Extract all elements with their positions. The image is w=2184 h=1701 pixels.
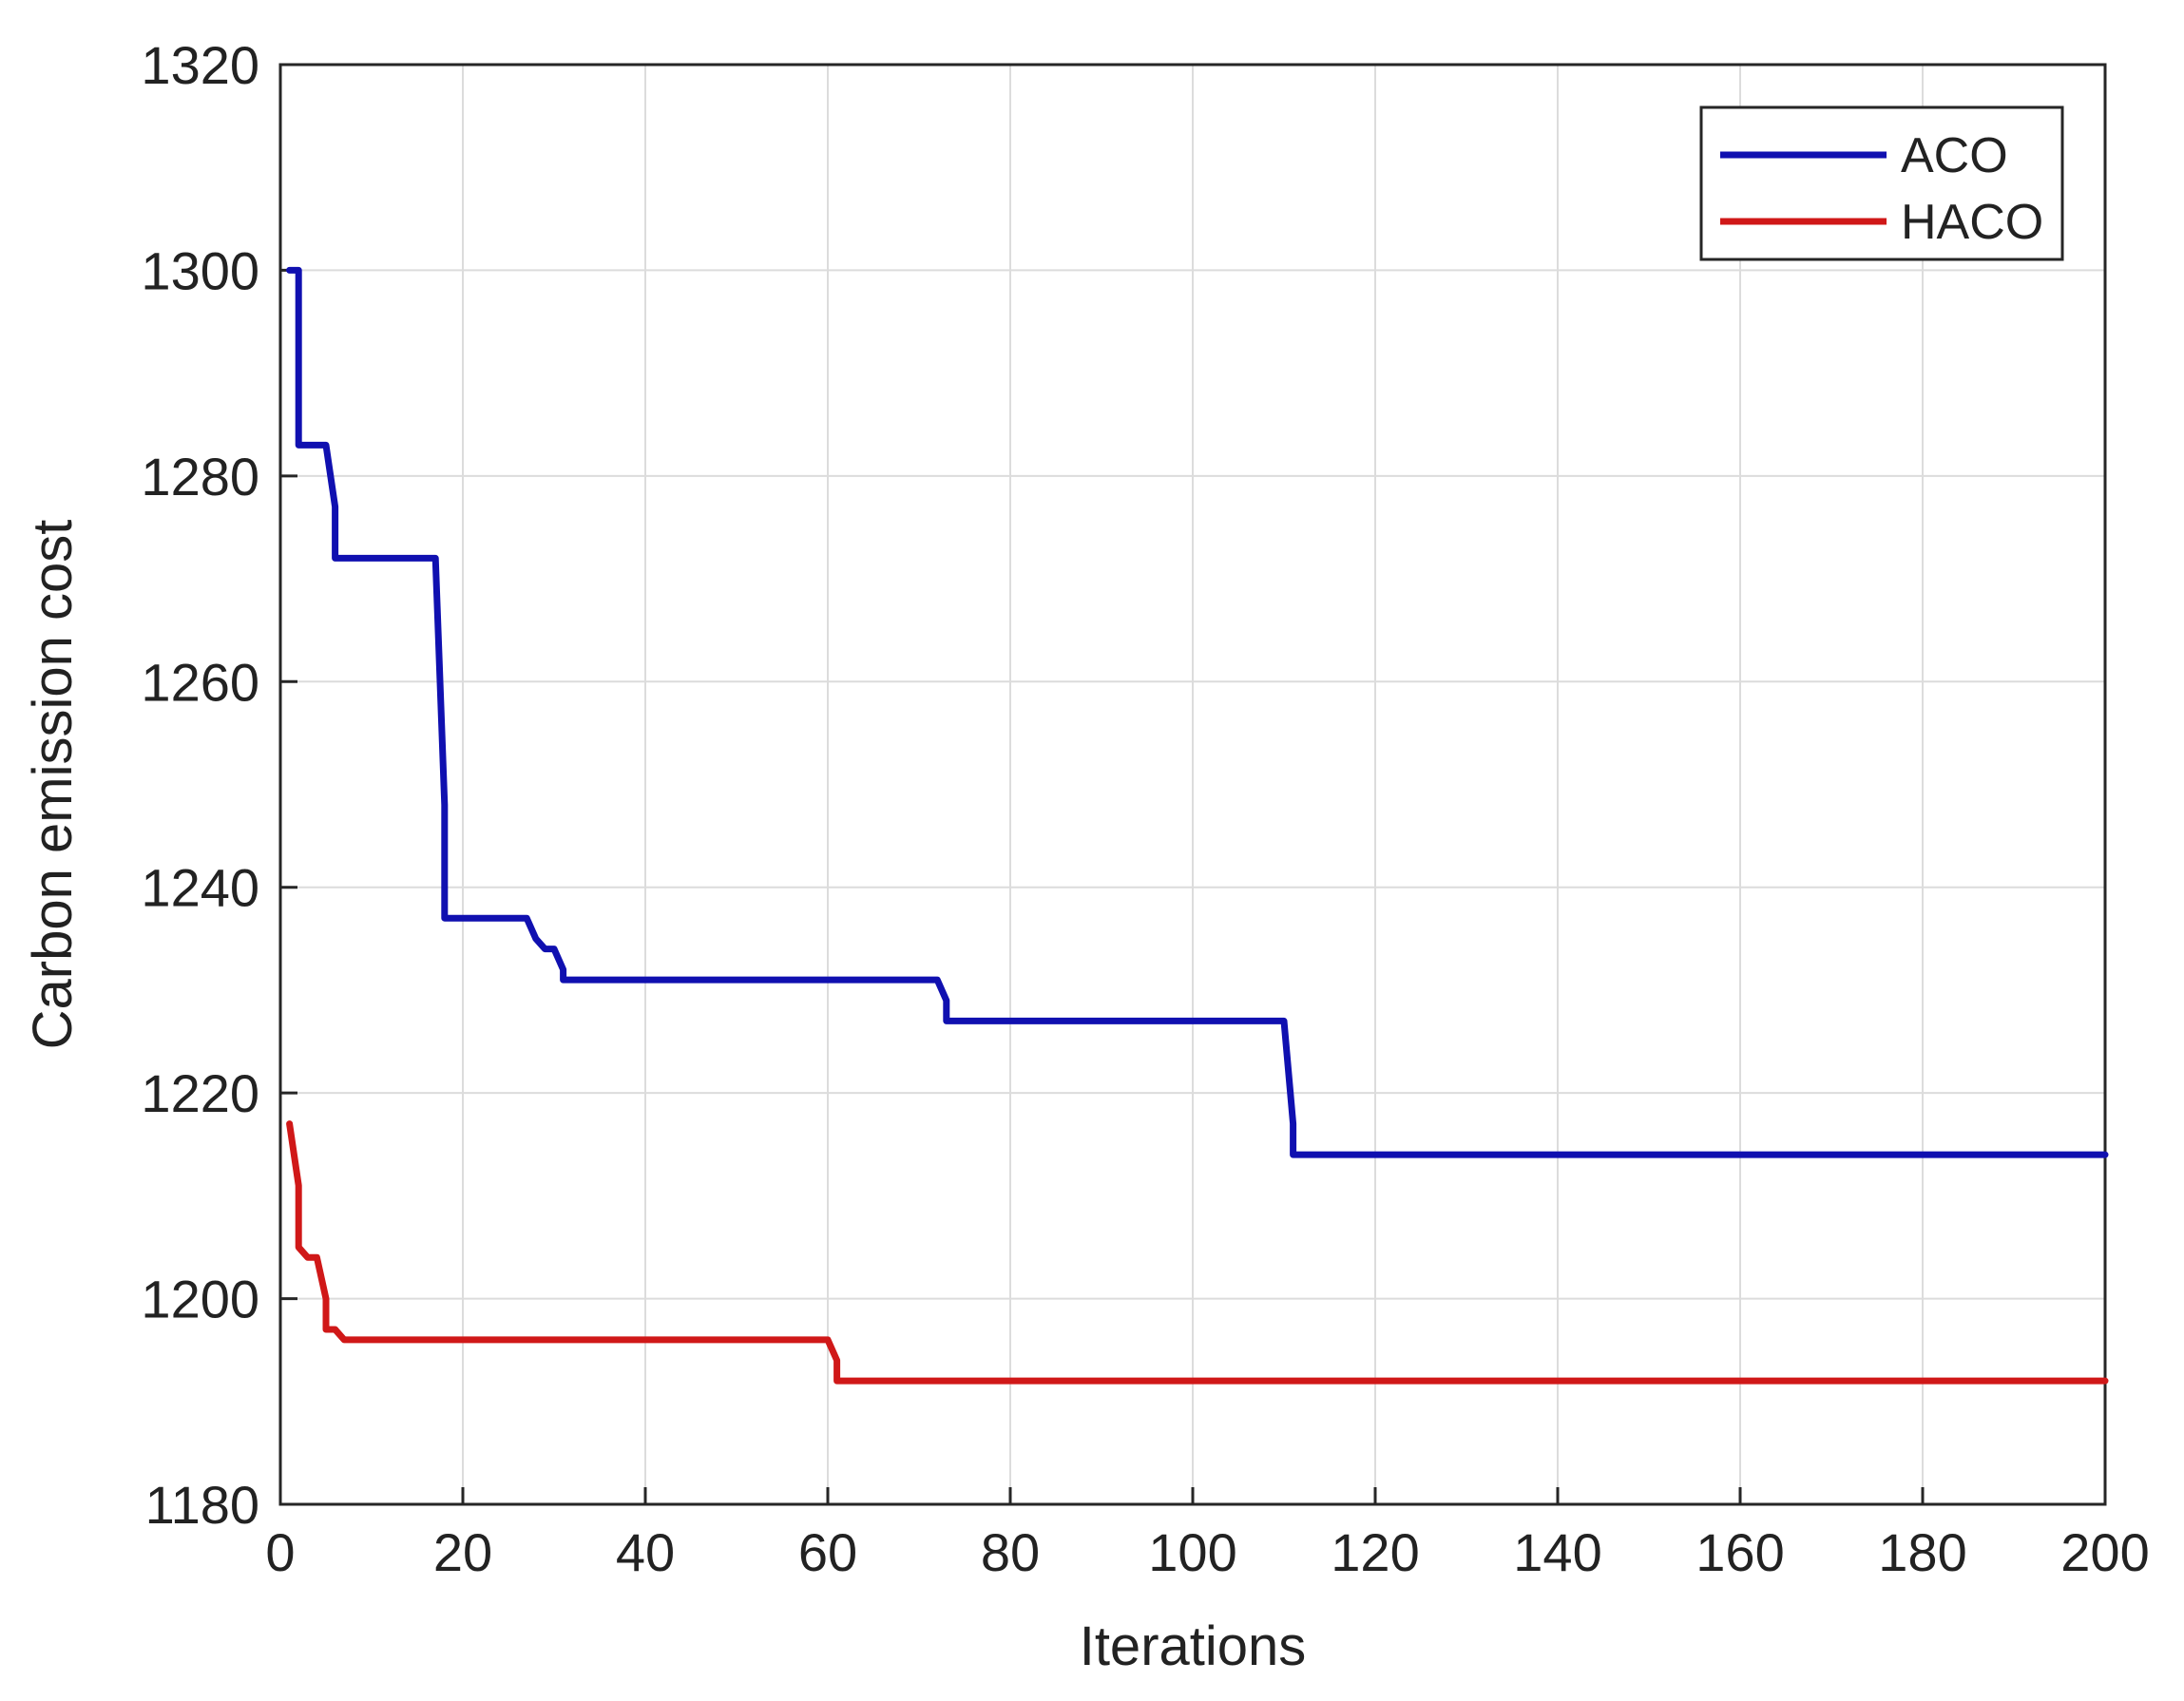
x-tick-label: 120 (1331, 1522, 1419, 1582)
series-line-aco (286, 266, 2109, 1158)
y-tick-label: 1180 (145, 1475, 259, 1535)
x-tick-label: 180 (1878, 1522, 1966, 1582)
x-tick-label: 20 (433, 1522, 492, 1582)
y-tick-label: 1200 (141, 1270, 259, 1329)
y-tick-label: 1320 (141, 35, 259, 95)
x-tick-label: 160 (1695, 1522, 1784, 1582)
legend-label-aco: ACO (1901, 128, 2008, 183)
x-tick-label: 140 (1513, 1522, 1601, 1582)
legend-box (1699, 105, 2064, 261)
y-tick-label: 1260 (141, 652, 259, 712)
legend: ACO HACO (1699, 105, 2064, 261)
x-tick-label: 40 (616, 1522, 675, 1582)
y-tick-label: 1240 (141, 858, 259, 918)
axis-ticks: 0 20 40 60 80 100 120 140 160 180 200 1180 1200 1220 1… (141, 35, 2149, 1582)
x-axis-label: Iterations (1080, 1615, 1307, 1677)
series-lines (286, 266, 2109, 1385)
x-tick-label: 0 (265, 1522, 295, 1582)
series-line-haco (286, 1120, 2109, 1385)
x-tick-label: 60 (798, 1522, 857, 1582)
x-tick-label: 100 (1148, 1522, 1236, 1582)
y-axis-label: Carbon emission cost (22, 520, 84, 1050)
x-tick-label: 200 (2060, 1522, 2149, 1582)
y-tick-label: 1220 (141, 1063, 259, 1123)
y-tick-label: 1280 (141, 447, 259, 506)
legend-label-haco: HACO (1901, 195, 2043, 250)
x-tick-label: 80 (981, 1522, 1040, 1582)
y-tick-label: 1300 (141, 240, 259, 300)
